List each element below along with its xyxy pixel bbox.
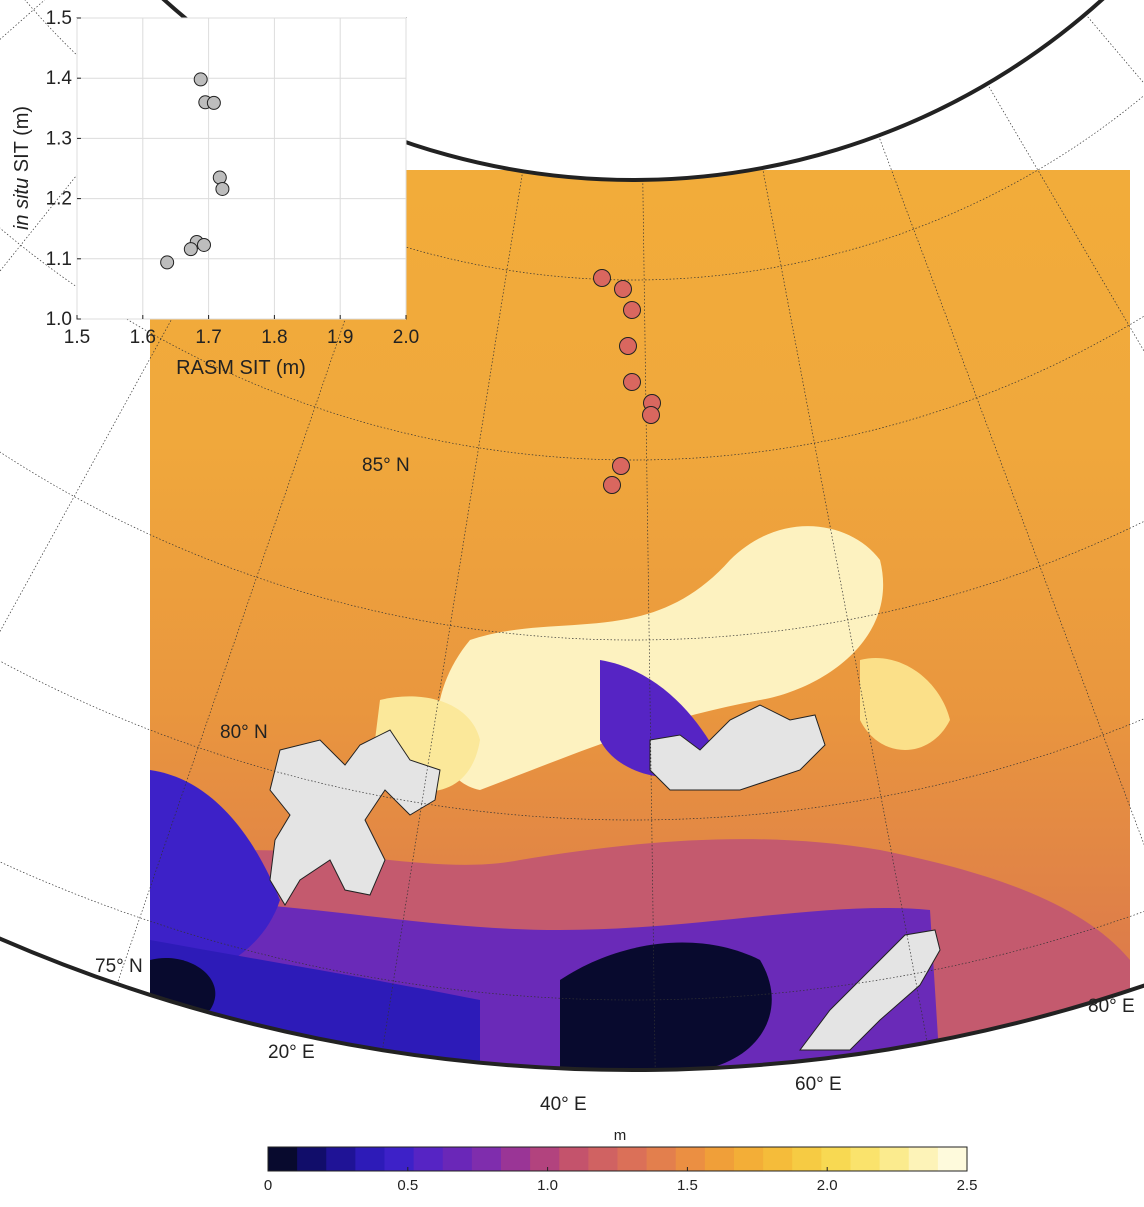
novaya-zemlya-landmass <box>799 929 941 1051</box>
colorbar-cell <box>268 1147 298 1171</box>
colorbar-cell <box>850 1147 881 1171</box>
lon-label-80e: 80° E <box>1088 996 1135 1017</box>
colorbar-tick-label: 2.0 <box>817 1177 838 1194</box>
scatter-x-tick-label: 2.0 <box>393 327 419 348</box>
colorbar-cells <box>268 1147 968 1171</box>
colorbar-cell <box>413 1147 444 1171</box>
map-field <box>0 0 1144 1070</box>
colorbar-cell <box>646 1147 677 1171</box>
colorbar-tick-label: 2.5 <box>957 1177 978 1194</box>
colorbar-cell <box>879 1147 910 1171</box>
scatter-y-tick-label: 1.0 <box>46 309 72 330</box>
scatter-point <box>212 170 227 185</box>
station-marker <box>614 280 632 298</box>
scatter-grid <box>76 17 407 320</box>
colorbar-cell <box>384 1147 415 1171</box>
lat-label-85: 85° N <box>362 455 410 476</box>
station-marker <box>612 457 630 475</box>
map-frame <box>0 0 1144 1072</box>
scatter-point <box>160 255 175 270</box>
scatter-point <box>215 181 230 196</box>
scatter-y-tick-label: 1.4 <box>46 68 73 89</box>
colorbar-cell <box>530 1147 560 1171</box>
longitude-line <box>986 83 1144 852</box>
colorbar-cell <box>675 1147 706 1171</box>
scatter-x-tick-label: 1.5 <box>64 327 90 348</box>
latitude-line <box>0 126 1144 821</box>
colorbar-cell <box>734 1147 764 1171</box>
scatter-points <box>160 72 230 270</box>
colorbar-cell <box>326 1147 356 1171</box>
scatter-plot-area <box>76 17 407 320</box>
colorbar-cell <box>704 1147 735 1171</box>
sea-ice-thickness-map: 85° N 80° N 75° N 20° E 40° E 60° E 80° … <box>0 0 1144 1115</box>
scatter-x-ticks: 1.5 1.6 1.7 1.8 1.9 2.0 <box>64 315 419 348</box>
station-marker <box>603 476 621 494</box>
scatter-point <box>183 242 198 257</box>
colorbar-label: m <box>614 1127 627 1144</box>
lon-label-20e: 20° E <box>268 1042 315 1063</box>
scatter-point <box>196 237 211 252</box>
scatter-point <box>206 95 221 110</box>
scatter-panel: 1.5 1.6 1.7 1.8 1.9 2.0 1.0 1.1 1.2 1.3 1.4 1.5 RA… <box>11 8 419 379</box>
lat-label-80: 80° N <box>220 722 268 743</box>
station-marker <box>623 373 641 391</box>
station-marker <box>623 301 641 319</box>
station-markers <box>593 269 661 494</box>
colorbar: m 0 0.5 1.0 1.5 2.0 2.5 <box>264 1127 978 1194</box>
colorbar-tick-label: 1.0 <box>537 1177 558 1194</box>
lon-label-60e: 60° E <box>795 1074 842 1095</box>
colorbar-cell <box>297 1147 327 1171</box>
scatter-y-tick-label: 1.3 <box>46 128 72 149</box>
scatter-y-tick-label: 1.5 <box>46 8 72 29</box>
svalbard-landmass <box>269 729 441 906</box>
station-marker <box>642 406 660 424</box>
colorbar-ticks: 0 0.5 1.0 1.5 2.0 2.5 <box>264 1167 978 1194</box>
scatter-x-tick-label: 1.6 <box>130 327 156 348</box>
scatter-point <box>193 72 208 87</box>
franz-josef-land-landmass <box>649 704 826 791</box>
scatter-x-axis-title: RASM SIT (m) <box>176 357 306 379</box>
station-marker <box>593 269 611 287</box>
y-axis-title-italic: in situ <box>11 178 33 230</box>
thick-ice-region <box>437 526 884 790</box>
colorbar-cell <box>908 1147 939 1171</box>
colorbar-cell <box>821 1147 852 1171</box>
longitude-line <box>762 167 928 1043</box>
thin-ice-svalbard-west <box>150 770 280 990</box>
scatter-x-tick-label: 1.9 <box>327 327 353 348</box>
colorbar-cell <box>501 1147 531 1171</box>
lat-label-75: 75° N <box>95 956 143 977</box>
longitude-line <box>642 179 656 1070</box>
colorbar-cell <box>937 1147 968 1171</box>
colorbar-cell <box>792 1147 822 1171</box>
scatter-y-tick-label: 1.1 <box>46 249 72 270</box>
scatter-x-tick-label: 1.7 <box>195 327 221 348</box>
colorbar-cell <box>442 1147 473 1171</box>
colorbar-cell <box>559 1147 589 1171</box>
y-axis-title-rest: SIT (m) <box>11 106 33 178</box>
colorbar-cell <box>763 1147 793 1171</box>
longitude-line <box>382 171 524 1051</box>
colorbar-cell <box>471 1147 502 1171</box>
scatter-x-tick-label: 1.8 <box>261 327 287 348</box>
colorbar-tick-label: 1.5 <box>677 1177 698 1194</box>
colorbar-cell <box>617 1147 648 1171</box>
scatter-y-axis-title: in situ SIT (m) <box>11 106 33 230</box>
thick-ice-region-east <box>860 658 950 750</box>
open-water-deep <box>560 942 772 1070</box>
colorbar-tick-label: 0 <box>264 1177 272 1194</box>
colorbar-cell <box>355 1147 386 1171</box>
colorbar-cell <box>588 1147 619 1171</box>
station-marker <box>619 337 637 355</box>
scatter-y-ticks: 1.0 1.1 1.2 1.3 1.4 1.5 <box>46 8 81 330</box>
scatter-y-tick-label: 1.2 <box>46 189 72 210</box>
longitude-line <box>878 135 1144 970</box>
lon-label-40e: 40° E <box>540 1094 587 1115</box>
colorbar-frame <box>267 1146 968 1172</box>
colorbar-tick-label: 0.5 <box>397 1177 418 1194</box>
